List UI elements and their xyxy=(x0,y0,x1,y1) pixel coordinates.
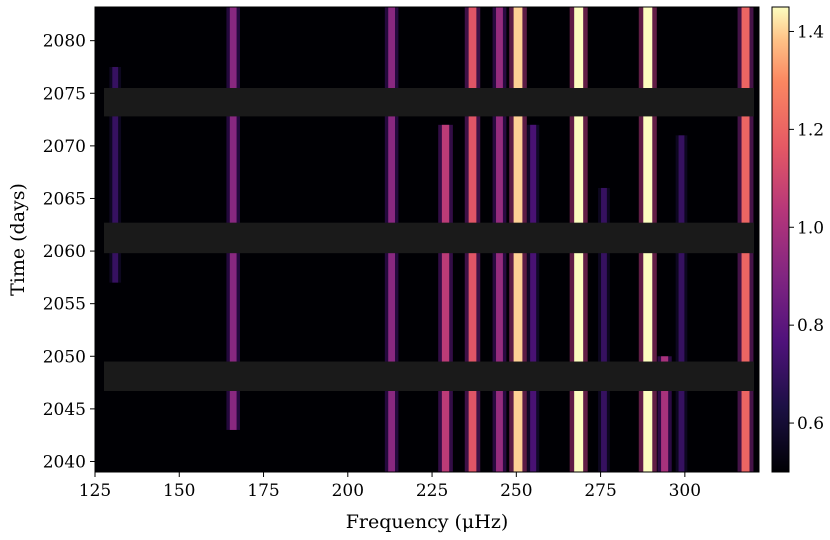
x-tick-label: 250 xyxy=(500,481,532,501)
data-gap-band xyxy=(104,222,754,254)
colorbar-tick-label: 0.8 xyxy=(797,316,824,336)
data-gap-band xyxy=(104,88,754,117)
y-tick-label: 2070 xyxy=(43,137,86,157)
y-axis-label: Time (days) xyxy=(7,183,29,296)
ridge xyxy=(678,135,685,472)
y-tick-label: 2060 xyxy=(43,242,86,262)
colorbar-tick-label: 0.6 xyxy=(797,414,824,434)
ridge xyxy=(441,124,450,472)
y-tick-label: 2050 xyxy=(43,347,86,367)
plot-frame xyxy=(94,6,760,473)
x-tick-label: 275 xyxy=(584,481,616,501)
colorbar-tick-label: 1.0 xyxy=(797,218,824,238)
x-axis: 125 150 175 200 225 250 275 300 xyxy=(79,472,701,501)
y-tick-label: 2055 xyxy=(43,295,86,315)
ridge xyxy=(229,7,237,430)
data-gap-band xyxy=(104,361,754,391)
ridge xyxy=(601,187,607,472)
x-tick-label: 175 xyxy=(247,481,279,501)
ridge xyxy=(661,356,669,472)
colorbar: 0.6 0.8 1.0 1.2 1.4 xyxy=(771,6,824,473)
y-tick-label: 2065 xyxy=(43,189,86,209)
y-tick-label: 2045 xyxy=(43,400,86,420)
x-tick-label: 200 xyxy=(332,481,364,501)
x-tick-label: 150 xyxy=(163,481,195,501)
y-tick-label: 2040 xyxy=(43,452,86,472)
colorbar-tick-label: 1.2 xyxy=(797,120,824,140)
ridge xyxy=(112,66,119,283)
colorbar-gradient xyxy=(771,6,790,473)
ridge xyxy=(530,124,537,472)
y-tick-label: 2080 xyxy=(43,32,86,52)
x-tick-label: 225 xyxy=(416,481,448,501)
colorbar-tick-label: 1.4 xyxy=(797,22,824,42)
x-tick-label: 125 xyxy=(79,481,111,501)
y-tick-label: 2075 xyxy=(43,84,86,104)
plot-area xyxy=(94,6,760,473)
x-tick-label: 300 xyxy=(669,481,701,501)
y-axis: 2040 2045 2050 2055 2060 2065 2070 2075 2080 xyxy=(43,32,95,472)
x-axis-label: Frequency (μHz) xyxy=(346,511,509,533)
